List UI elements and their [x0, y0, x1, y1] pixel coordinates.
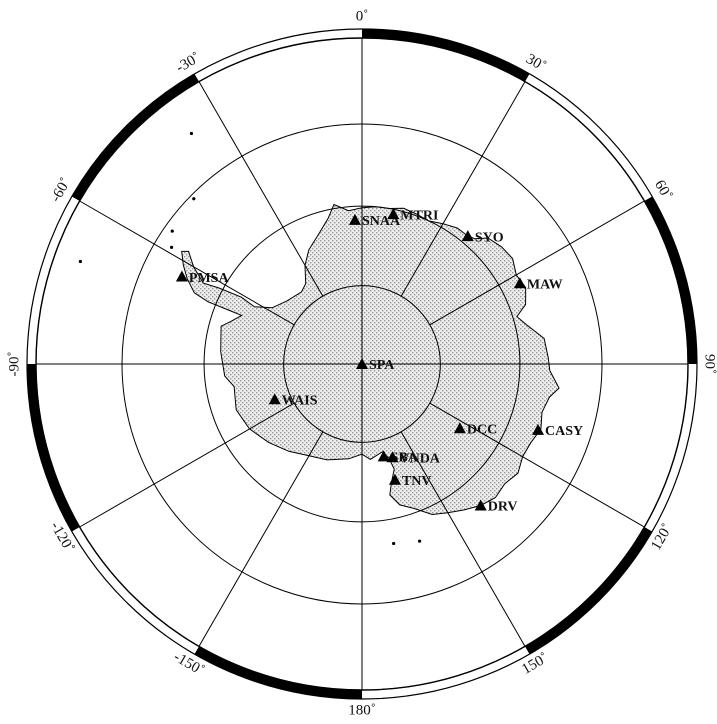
- frame-segment-180: [194, 646, 363, 699]
- station-label-tnv: TNV: [402, 474, 432, 489]
- station-marker-syo: [461, 230, 474, 242]
- graticule: [35, 37, 689, 691]
- station-label-mtri: MTRI: [400, 208, 438, 223]
- antarctica-landmass: [78, 131, 560, 546]
- longitude-label-150: 150˚: [519, 650, 551, 678]
- meridian-60: [79, 200, 295, 326]
- island-0: [169, 245, 174, 249]
- meridian-120: [429, 402, 645, 528]
- station-marker-wais: [268, 393, 281, 405]
- station-label-vnda: VNDA: [399, 451, 440, 466]
- longitude-label-0: 0˚: [356, 8, 369, 24]
- station-marker-spa: [356, 358, 368, 369]
- station-label-spa: SPA: [369, 358, 395, 373]
- station-marker-snaa: [348, 213, 361, 225]
- station-label-syo: SYO: [475, 230, 504, 245]
- station-label-wais: WAIS: [282, 393, 318, 408]
- longitude-label-180: 180˚: [348, 702, 376, 718]
- frame-segment-0: [361, 29, 530, 82]
- longitude-label-60: 60˚: [651, 178, 675, 203]
- longitude-label-90: -90˚: [6, 352, 22, 377]
- station-label-drv: DRV: [488, 500, 518, 515]
- station-label-pmsa: PMSA: [189, 271, 230, 286]
- island-4: [78, 259, 82, 264]
- station-label-casy: CASY: [545, 424, 583, 439]
- meridian-30: [400, 81, 526, 297]
- station-marker-pmsa: [175, 270, 188, 282]
- meridian-150: [198, 431, 324, 647]
- station-label-maw: MAW: [527, 277, 563, 292]
- station-marker-drv: [474, 499, 487, 511]
- longitude-label-120: 120˚: [648, 521, 676, 553]
- meridian-120: [79, 402, 295, 528]
- meridian-150: [400, 431, 526, 647]
- station-marker-tnv: [388, 473, 401, 485]
- station-marker-mtri: [387, 208, 400, 220]
- station-marker-vnda: [386, 451, 399, 463]
- island-5: [392, 541, 396, 546]
- island-6: [417, 539, 422, 543]
- frame-segment-300: [71, 73, 200, 202]
- station-marker-maw: [513, 277, 526, 289]
- frame-segment-60: [644, 196, 697, 365]
- longitude-label-90: 90˚: [702, 354, 717, 374]
- station-marker-casy: [532, 423, 545, 435]
- island-3: [189, 131, 194, 136]
- island-2: [192, 197, 196, 201]
- meridian-30: [198, 81, 324, 297]
- frame-segment-240: [27, 363, 80, 532]
- station-label-dcc: DCC: [467, 423, 497, 438]
- meridian-60: [429, 200, 645, 326]
- station-marker-sba: [377, 450, 390, 462]
- island-1: [170, 229, 174, 233]
- frame-segment-120: [524, 526, 653, 655]
- station-marker-dcc: [453, 422, 466, 434]
- longitude-label-30: 30˚: [523, 51, 548, 75]
